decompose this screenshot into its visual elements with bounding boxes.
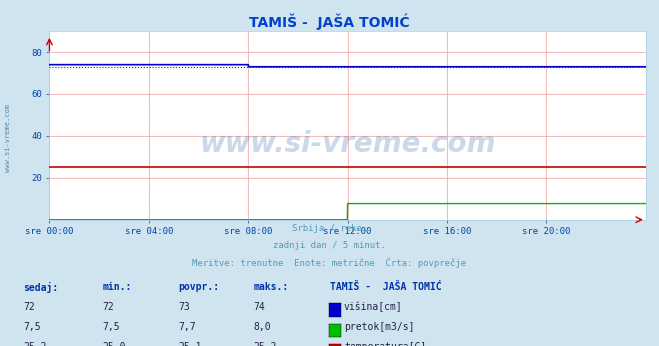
- Text: 25,0: 25,0: [102, 342, 126, 346]
- Text: Meritve: trenutne  Enote: metrične  Črta: povprečje: Meritve: trenutne Enote: metrične Črta: …: [192, 257, 467, 268]
- Text: 73: 73: [178, 302, 190, 312]
- Text: temperatura[C]: temperatura[C]: [344, 342, 426, 346]
- Text: 25,2: 25,2: [23, 342, 47, 346]
- Text: maks.:: maks.:: [254, 282, 289, 292]
- Text: 72: 72: [102, 302, 114, 312]
- Text: 7,5: 7,5: [102, 322, 120, 332]
- Text: 7,5: 7,5: [23, 322, 41, 332]
- Text: TAMIŠ -  JAŠA TOMIĆ: TAMIŠ - JAŠA TOMIĆ: [330, 282, 441, 292]
- Text: www.si-vreme.com: www.si-vreme.com: [200, 130, 496, 158]
- Text: Srbija / reke.: Srbija / reke.: [292, 224, 367, 233]
- Text: pretok[m3/s]: pretok[m3/s]: [344, 322, 415, 332]
- Text: povpr.:: povpr.:: [178, 282, 219, 292]
- Text: 25,1: 25,1: [178, 342, 202, 346]
- Text: 74: 74: [254, 302, 266, 312]
- Text: 25,2: 25,2: [254, 342, 277, 346]
- Text: 7,7: 7,7: [178, 322, 196, 332]
- Text: sedaj:: sedaj:: [23, 282, 58, 293]
- Text: 72: 72: [23, 302, 35, 312]
- Text: višina[cm]: višina[cm]: [344, 302, 403, 312]
- Text: 8,0: 8,0: [254, 322, 272, 332]
- Text: www.si-vreme.com: www.si-vreme.com: [5, 104, 11, 172]
- Text: min.:: min.:: [102, 282, 132, 292]
- Text: TAMIŠ -  JAŠA TOMIĆ: TAMIŠ - JAŠA TOMIĆ: [249, 13, 410, 30]
- Text: zadnji dan / 5 minut.: zadnji dan / 5 minut.: [273, 241, 386, 250]
